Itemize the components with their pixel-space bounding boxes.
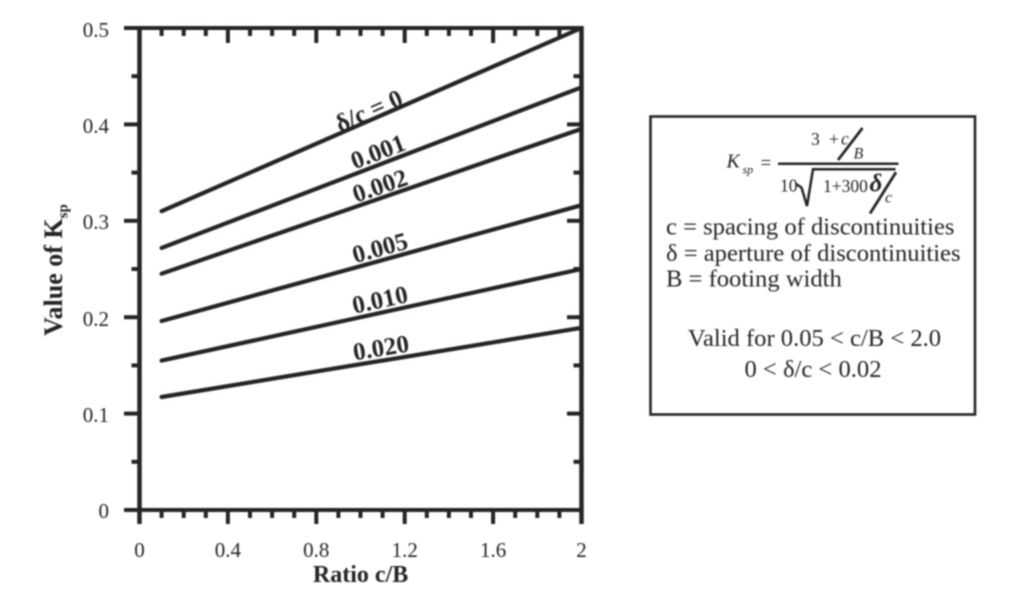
svg-text:c: c — [841, 129, 849, 149]
svg-text:3: 3 — [811, 129, 820, 149]
svg-text:B: B — [854, 146, 864, 163]
svg-text:Valid for 0.05 < c/B < 2.0: Valid for 0.05 < c/B < 2.0 — [688, 325, 941, 352]
svg-text:0: 0 — [99, 499, 110, 523]
svg-text:0.010: 0.010 — [350, 281, 411, 319]
svg-text:c: c — [885, 190, 892, 207]
svg-text:1.2: 1.2 — [392, 538, 418, 562]
svg-text:δ/c = 0: δ/c = 0 — [332, 85, 407, 138]
svg-text:0.2: 0.2 — [83, 307, 109, 331]
svg-text:0.1: 0.1 — [83, 403, 109, 427]
svg-text:δ = aperture of discontinuitie: δ = aperture of discontinuities — [666, 240, 961, 267]
svg-text:0.4: 0.4 — [83, 114, 110, 138]
svg-text:δ: δ — [870, 171, 883, 198]
svg-text:Value of Ksp: Value of Ksp — [39, 204, 72, 336]
svg-text:1+300: 1+300 — [823, 176, 868, 196]
svg-text:+: + — [829, 129, 839, 149]
svg-text:K: K — [726, 151, 742, 173]
svg-text:10: 10 — [780, 176, 798, 196]
svg-text:sp: sp — [743, 163, 754, 177]
svg-text:c = spacing of discontinuities: c = spacing of discontinuities — [666, 214, 954, 241]
svg-text:0: 0 — [134, 538, 145, 562]
svg-text:0.020: 0.020 — [351, 331, 411, 367]
svg-text:0.8: 0.8 — [303, 538, 329, 562]
svg-text:0.5: 0.5 — [83, 18, 109, 42]
svg-text:Ratio c/B: Ratio c/B — [313, 562, 408, 588]
svg-text:0 < δ/c < 0.02: 0 < δ/c < 0.02 — [744, 356, 881, 383]
svg-text:1.6: 1.6 — [480, 538, 506, 562]
svg-text:0.3: 0.3 — [83, 210, 109, 234]
svg-text:0.4: 0.4 — [215, 538, 242, 562]
svg-text:B = footing width: B = footing width — [666, 266, 842, 293]
svg-text:=: = — [761, 153, 772, 174]
svg-text:2: 2 — [576, 538, 587, 562]
